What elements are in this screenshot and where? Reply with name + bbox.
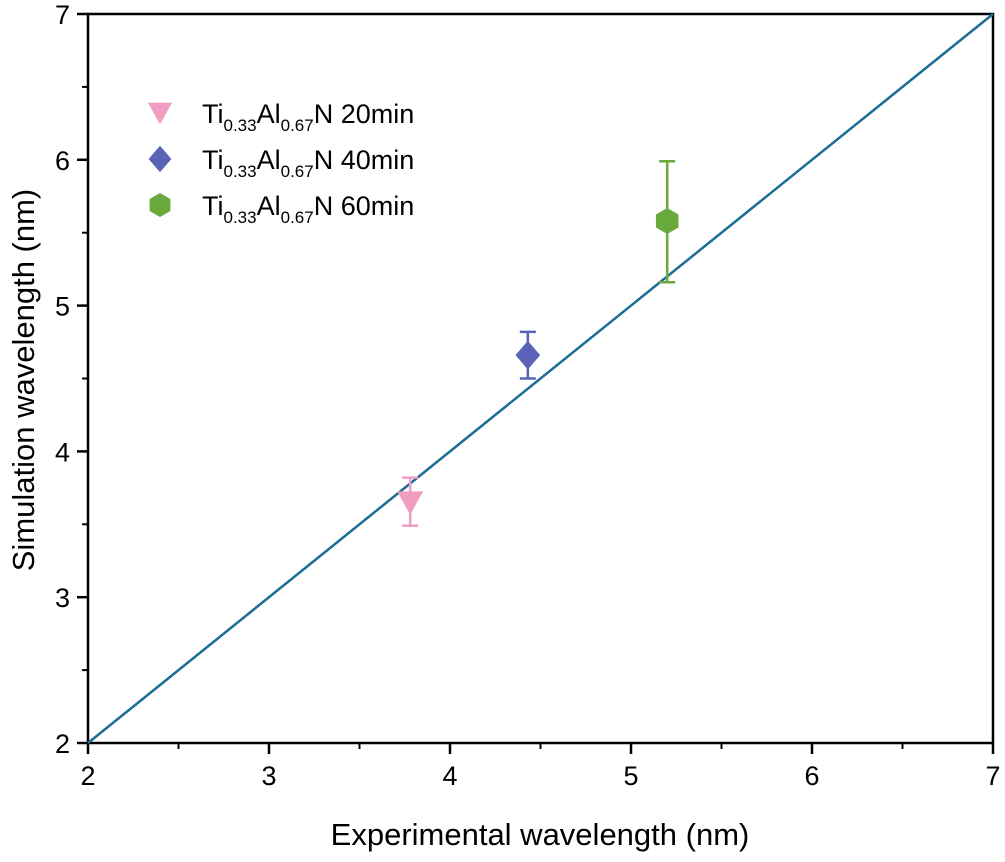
legend-label-sub2: 0.67 xyxy=(281,162,314,181)
x-tick-label: 2 xyxy=(80,761,95,791)
legend-marker-2 xyxy=(148,145,172,173)
legend-marker-3 xyxy=(149,193,171,217)
legend-label-el1: Ti xyxy=(202,99,224,129)
legend-label-rest: N 40min xyxy=(314,145,415,175)
y-tick-label: 4 xyxy=(55,437,70,467)
y-tick-label: 3 xyxy=(55,583,70,613)
x-tick-label: 7 xyxy=(985,761,1000,791)
legend-label-el2: Al xyxy=(257,99,281,129)
legend-label-el2: Al xyxy=(257,191,281,221)
legend-label-sub1: 0.33 xyxy=(224,116,257,135)
legend-label-el2: Al xyxy=(257,145,281,175)
reference-line xyxy=(87,13,994,744)
legend-marker-1 xyxy=(148,102,172,125)
legend-entry-3: Ti0.33Al0.67N 60min xyxy=(202,191,414,227)
legend-label-rest: N 60min xyxy=(314,191,415,221)
legend-label-sub2: 0.67 xyxy=(281,116,314,135)
legend-label-sub2: 0.67 xyxy=(281,208,314,227)
legend-label-sub1: 0.33 xyxy=(224,208,257,227)
data-point-2 xyxy=(515,340,541,370)
y-tick-label: 6 xyxy=(55,146,70,176)
x-tick-label: 5 xyxy=(623,761,638,791)
legend-entry-2: Ti0.33Al0.67N 40min xyxy=(202,145,414,181)
y-axis-title: Simulation wavelength (nm) xyxy=(6,189,41,572)
legend-label-sub1: 0.33 xyxy=(224,162,257,181)
y-tick-label: 5 xyxy=(55,292,70,322)
x-tick-label: 3 xyxy=(261,761,276,791)
legend-label-el1: Ti xyxy=(202,145,224,175)
data-point-3 xyxy=(655,208,679,235)
legend-label-rest: N 20min xyxy=(314,99,415,129)
legend-label-el1: Ti xyxy=(202,191,224,221)
legend-entry-1: Ti0.33Al0.67N 20min xyxy=(202,99,414,135)
x-axis-title: Experimental wavelength (nm) xyxy=(331,817,750,852)
x-tick-label: 4 xyxy=(442,761,457,791)
y-tick-label: 7 xyxy=(55,0,70,30)
data-point-1 xyxy=(397,491,424,515)
y-tick-label: 2 xyxy=(55,729,70,759)
x-tick-label: 6 xyxy=(804,761,819,791)
